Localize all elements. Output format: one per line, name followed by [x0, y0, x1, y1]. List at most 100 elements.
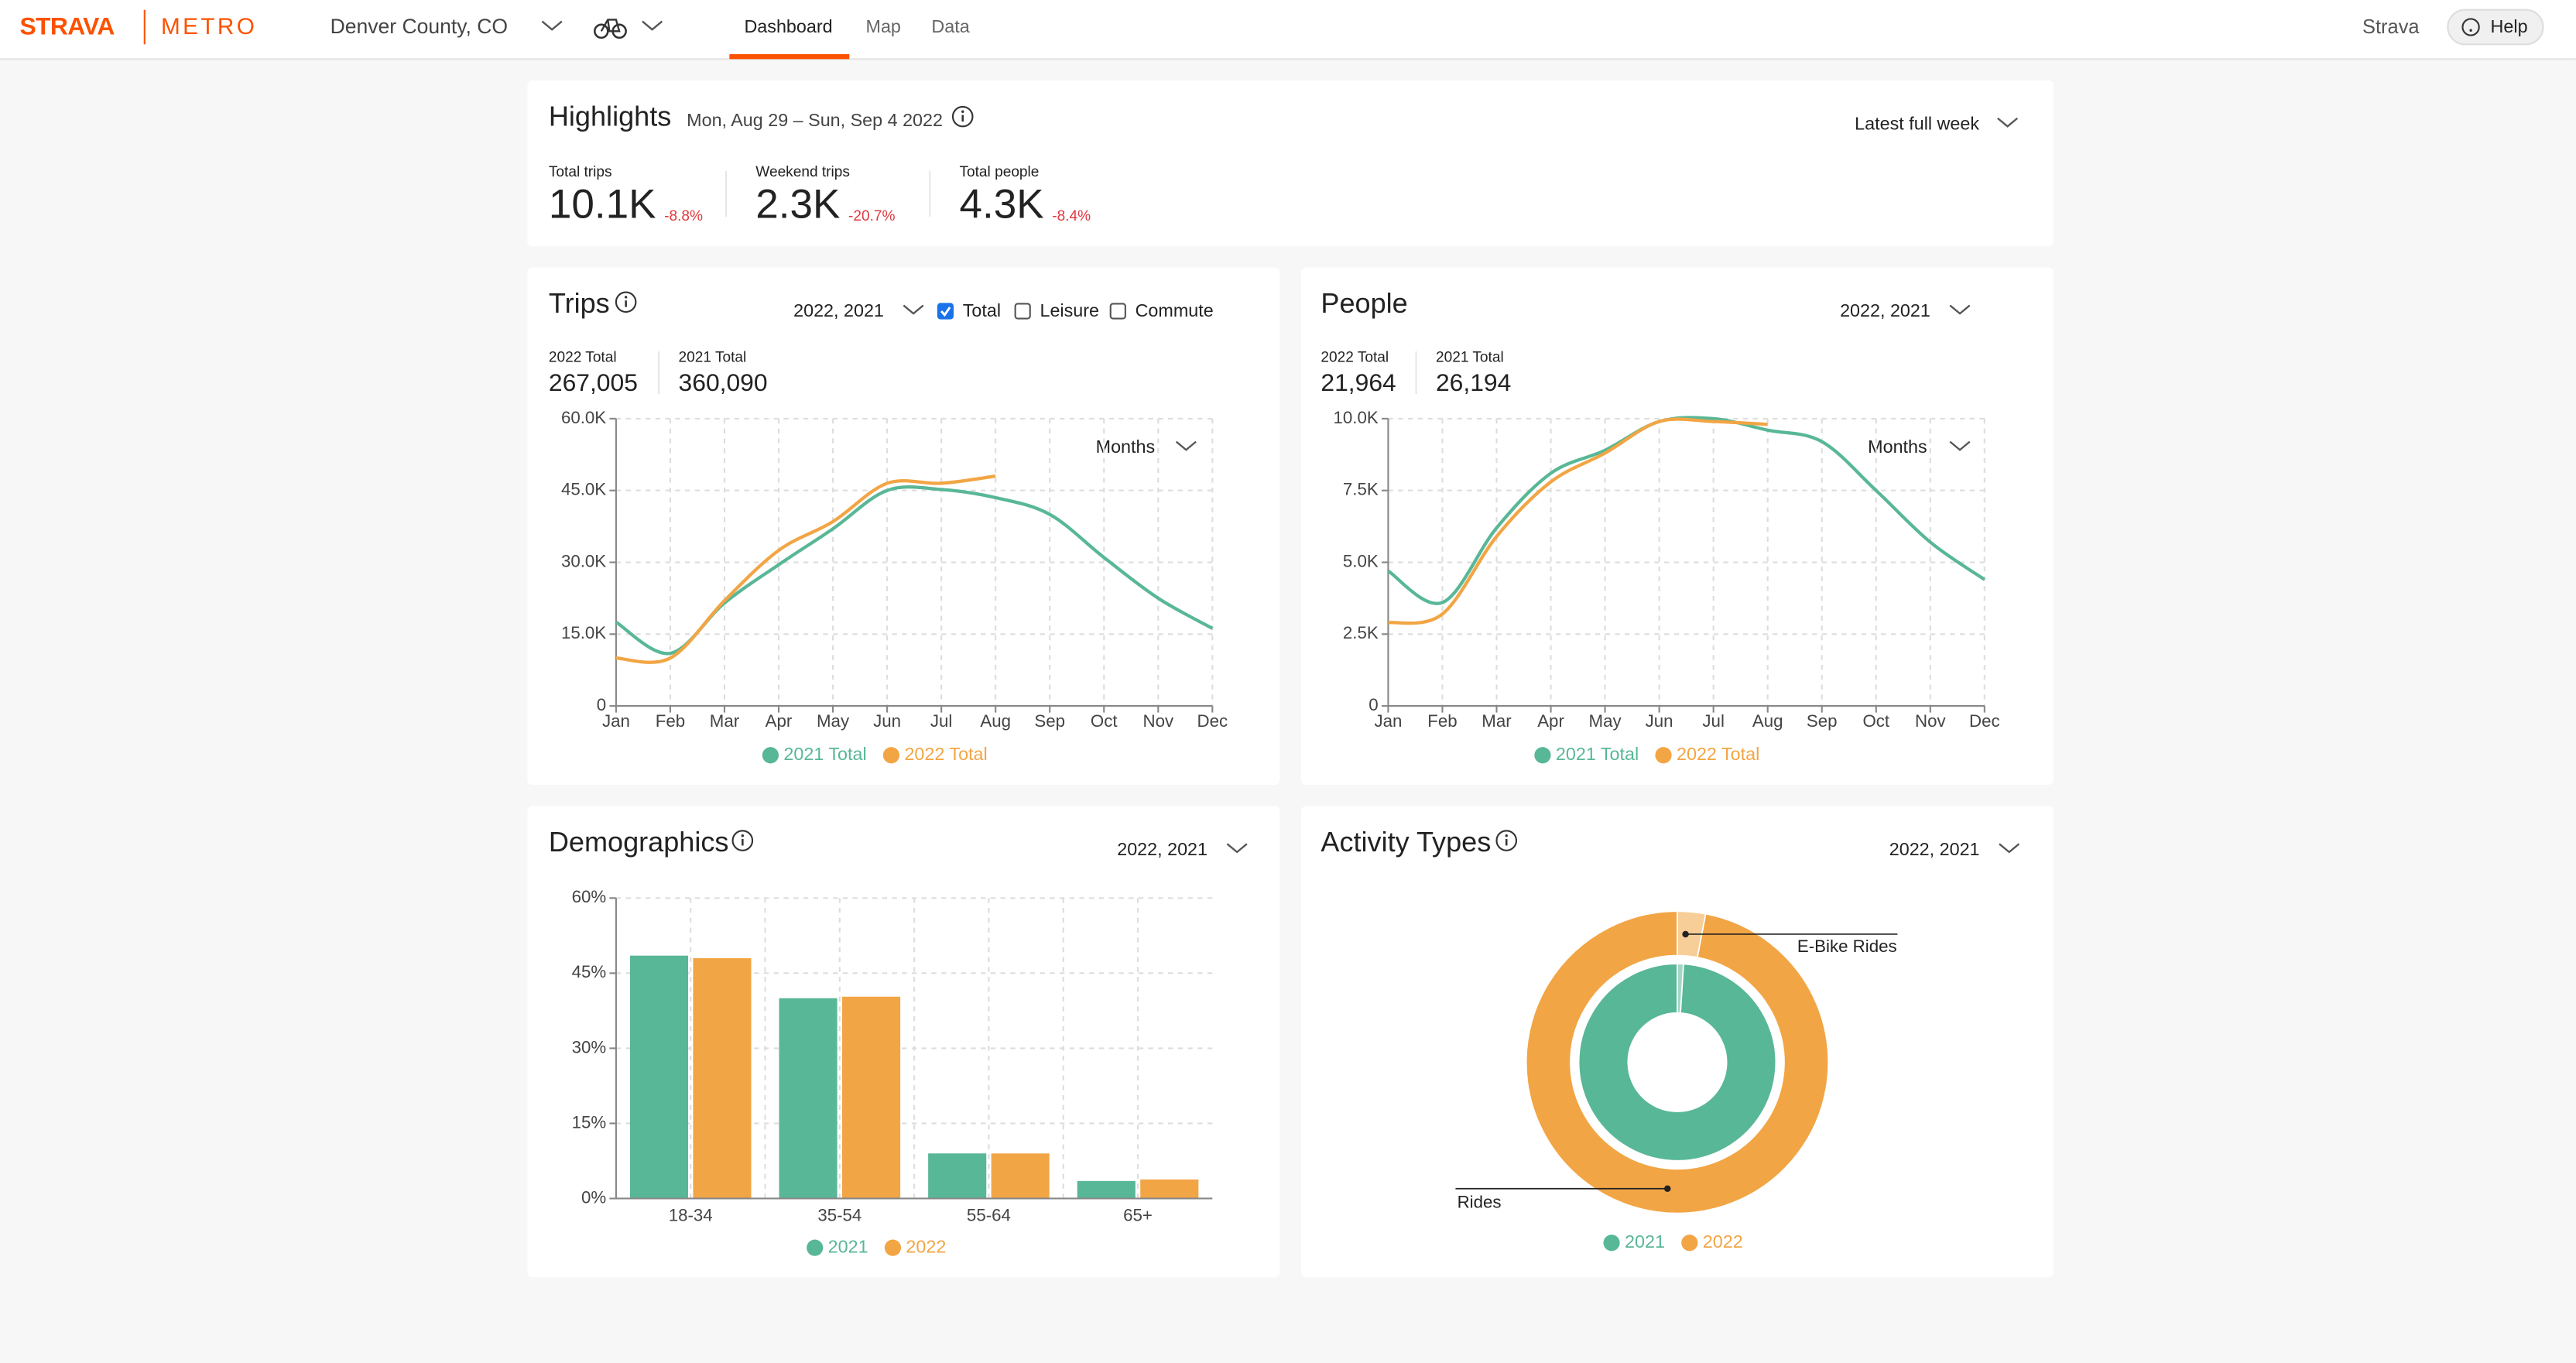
total-label: 2021 Total — [679, 349, 747, 365]
x-tick-label: 18-34 — [669, 1206, 713, 1225]
filter-checkbox[interactable] — [1014, 303, 1031, 320]
product-logo: METRO — [161, 14, 257, 39]
bar[interactable] — [779, 998, 838, 1199]
card — [1300, 267, 2054, 785]
bike-wheel — [594, 23, 609, 39]
chevron-icon[interactable] — [541, 20, 563, 31]
legend-label[interactable]: 2021 — [828, 1236, 868, 1256]
y-tick-label: 60.0K — [561, 408, 606, 427]
legend-swatch[interactable] — [1534, 747, 1551, 764]
x-tick-label: Nov — [1142, 711, 1173, 731]
legend-label[interactable]: 2022 Total — [904, 744, 987, 764]
legend-label[interactable]: 2021 Total — [783, 744, 866, 764]
account-link[interactable]: Strava — [2362, 16, 2420, 38]
checkbox-tick — [940, 307, 951, 317]
year-select[interactable]: 2022, 2021 — [1117, 839, 1208, 859]
y-tick-label: 15.0K — [561, 623, 606, 642]
stat-value: 4.3K — [959, 181, 1043, 227]
slice-label: E-Bike Rides — [1797, 937, 1897, 956]
legend-label[interactable]: 2022 Total — [1677, 744, 1759, 764]
legend-swatch[interactable] — [762, 747, 779, 764]
chevron-icon[interactable] — [1949, 440, 1971, 451]
x-tick-label: May — [1589, 711, 1622, 731]
legend-label[interactable]: 2021 — [1625, 1231, 1665, 1252]
bar[interactable] — [1140, 1179, 1199, 1199]
chevron-icon[interactable] — [1175, 440, 1197, 451]
stat-value: 2.3K — [755, 181, 840, 227]
y-tick-label: 30.0K — [561, 551, 606, 570]
legend-label[interactable]: 2022 — [906, 1236, 946, 1256]
filter-label[interactable]: Total — [963, 300, 1001, 320]
legend-swatch[interactable] — [884, 1239, 902, 1256]
stat-change: -8.8% — [664, 208, 703, 224]
x-tick-label: Jul — [1702, 711, 1724, 731]
legend-swatch[interactable] — [807, 1239, 824, 1256]
bar[interactable] — [629, 955, 689, 1199]
period-select[interactable]: Latest full week — [1855, 113, 1979, 133]
location-select[interactable]: Denver County, CO — [331, 15, 508, 38]
legend-swatch[interactable] — [1681, 1235, 1698, 1252]
stat-value: 10.1K — [549, 181, 656, 227]
y-tick-label: 0 — [597, 695, 606, 714]
nav-tab[interactable]: Map — [866, 16, 901, 36]
legend-swatch[interactable] — [1603, 1235, 1620, 1252]
x-tick-label: 35-54 — [817, 1206, 862, 1225]
filter-checkbox[interactable] — [937, 303, 954, 320]
legend-label[interactable]: 2021 Total — [1556, 744, 1639, 764]
chevron-icon[interactable] — [1949, 304, 1971, 315]
info-icon-dot — [1505, 834, 1508, 837]
card — [527, 267, 1280, 785]
brand-logo[interactable]: STRAVA — [19, 12, 115, 39]
bar[interactable] — [991, 1153, 1050, 1199]
y-tick-label: 0 — [1368, 695, 1378, 714]
nav-tab[interactable]: Dashboard — [744, 16, 832, 36]
stat-label: Weekend trips — [755, 164, 850, 180]
bar[interactable] — [841, 996, 901, 1199]
bar[interactable] — [693, 957, 752, 1199]
x-tick-label: Feb — [1427, 711, 1457, 731]
x-tick-label: 65+ — [1123, 1206, 1153, 1225]
filter-label[interactable]: Commute — [1136, 300, 1214, 320]
card-title: Demographics — [549, 826, 729, 858]
y-tick-label: 60% — [572, 887, 607, 906]
x-tick-label: Apr — [1537, 711, 1564, 731]
x-tick-label: Dec — [1197, 711, 1228, 731]
total-value: 26,194 — [1436, 368, 1511, 396]
x-tick-label: Oct — [1862, 711, 1889, 731]
help-icon-dot — [2469, 29, 2472, 32]
legend-label[interactable]: 2022 — [1703, 1231, 1743, 1252]
x-tick-label: Sep — [1807, 711, 1838, 731]
bar[interactable] — [928, 1153, 987, 1199]
info-icon — [615, 291, 637, 313]
donut-slice[interactable] — [1525, 910, 1830, 1214]
year-select[interactable]: 2022, 2021 — [1840, 300, 1930, 320]
x-tick-label: Jun — [1646, 711, 1673, 731]
interval-select[interactable]: Months — [1868, 437, 1927, 457]
legend-swatch[interactable] — [1655, 747, 1672, 764]
series-line — [615, 474, 996, 664]
chevron-icon[interactable] — [903, 304, 924, 315]
chevron-icon[interactable] — [642, 20, 663, 31]
y-tick-label: 5.0K — [1343, 551, 1379, 570]
donut-slice[interactable] — [1577, 963, 1777, 1162]
x-tick-label: Mar — [710, 711, 740, 731]
legend-swatch[interactable] — [882, 747, 900, 764]
year-select[interactable]: 2022, 2021 — [793, 300, 884, 320]
chevron-icon[interactable] — [1226, 843, 1248, 854]
year-select[interactable]: 2022, 2021 — [1889, 839, 1980, 859]
card — [1300, 806, 2054, 1278]
stat-change: -8.4% — [1052, 208, 1091, 224]
x-tick-label: Mar — [1482, 711, 1512, 731]
card-title: Trips — [549, 287, 610, 319]
y-tick-label: 30% — [572, 1037, 607, 1056]
total-label: 2022 Total — [1321, 349, 1389, 365]
chevron-icon[interactable] — [1999, 843, 2020, 854]
nav-tab[interactable]: Data — [931, 16, 969, 36]
donut-slice[interactable] — [1677, 963, 1684, 1014]
filter-checkbox[interactable] — [1109, 303, 1126, 320]
bar[interactable] — [1077, 1180, 1136, 1199]
y-tick-label: 10.0K — [1333, 408, 1378, 427]
interval-select[interactable]: Months — [1096, 437, 1156, 457]
filter-label[interactable]: Leisure — [1040, 300, 1099, 320]
chevron-icon[interactable] — [1997, 117, 2019, 128]
